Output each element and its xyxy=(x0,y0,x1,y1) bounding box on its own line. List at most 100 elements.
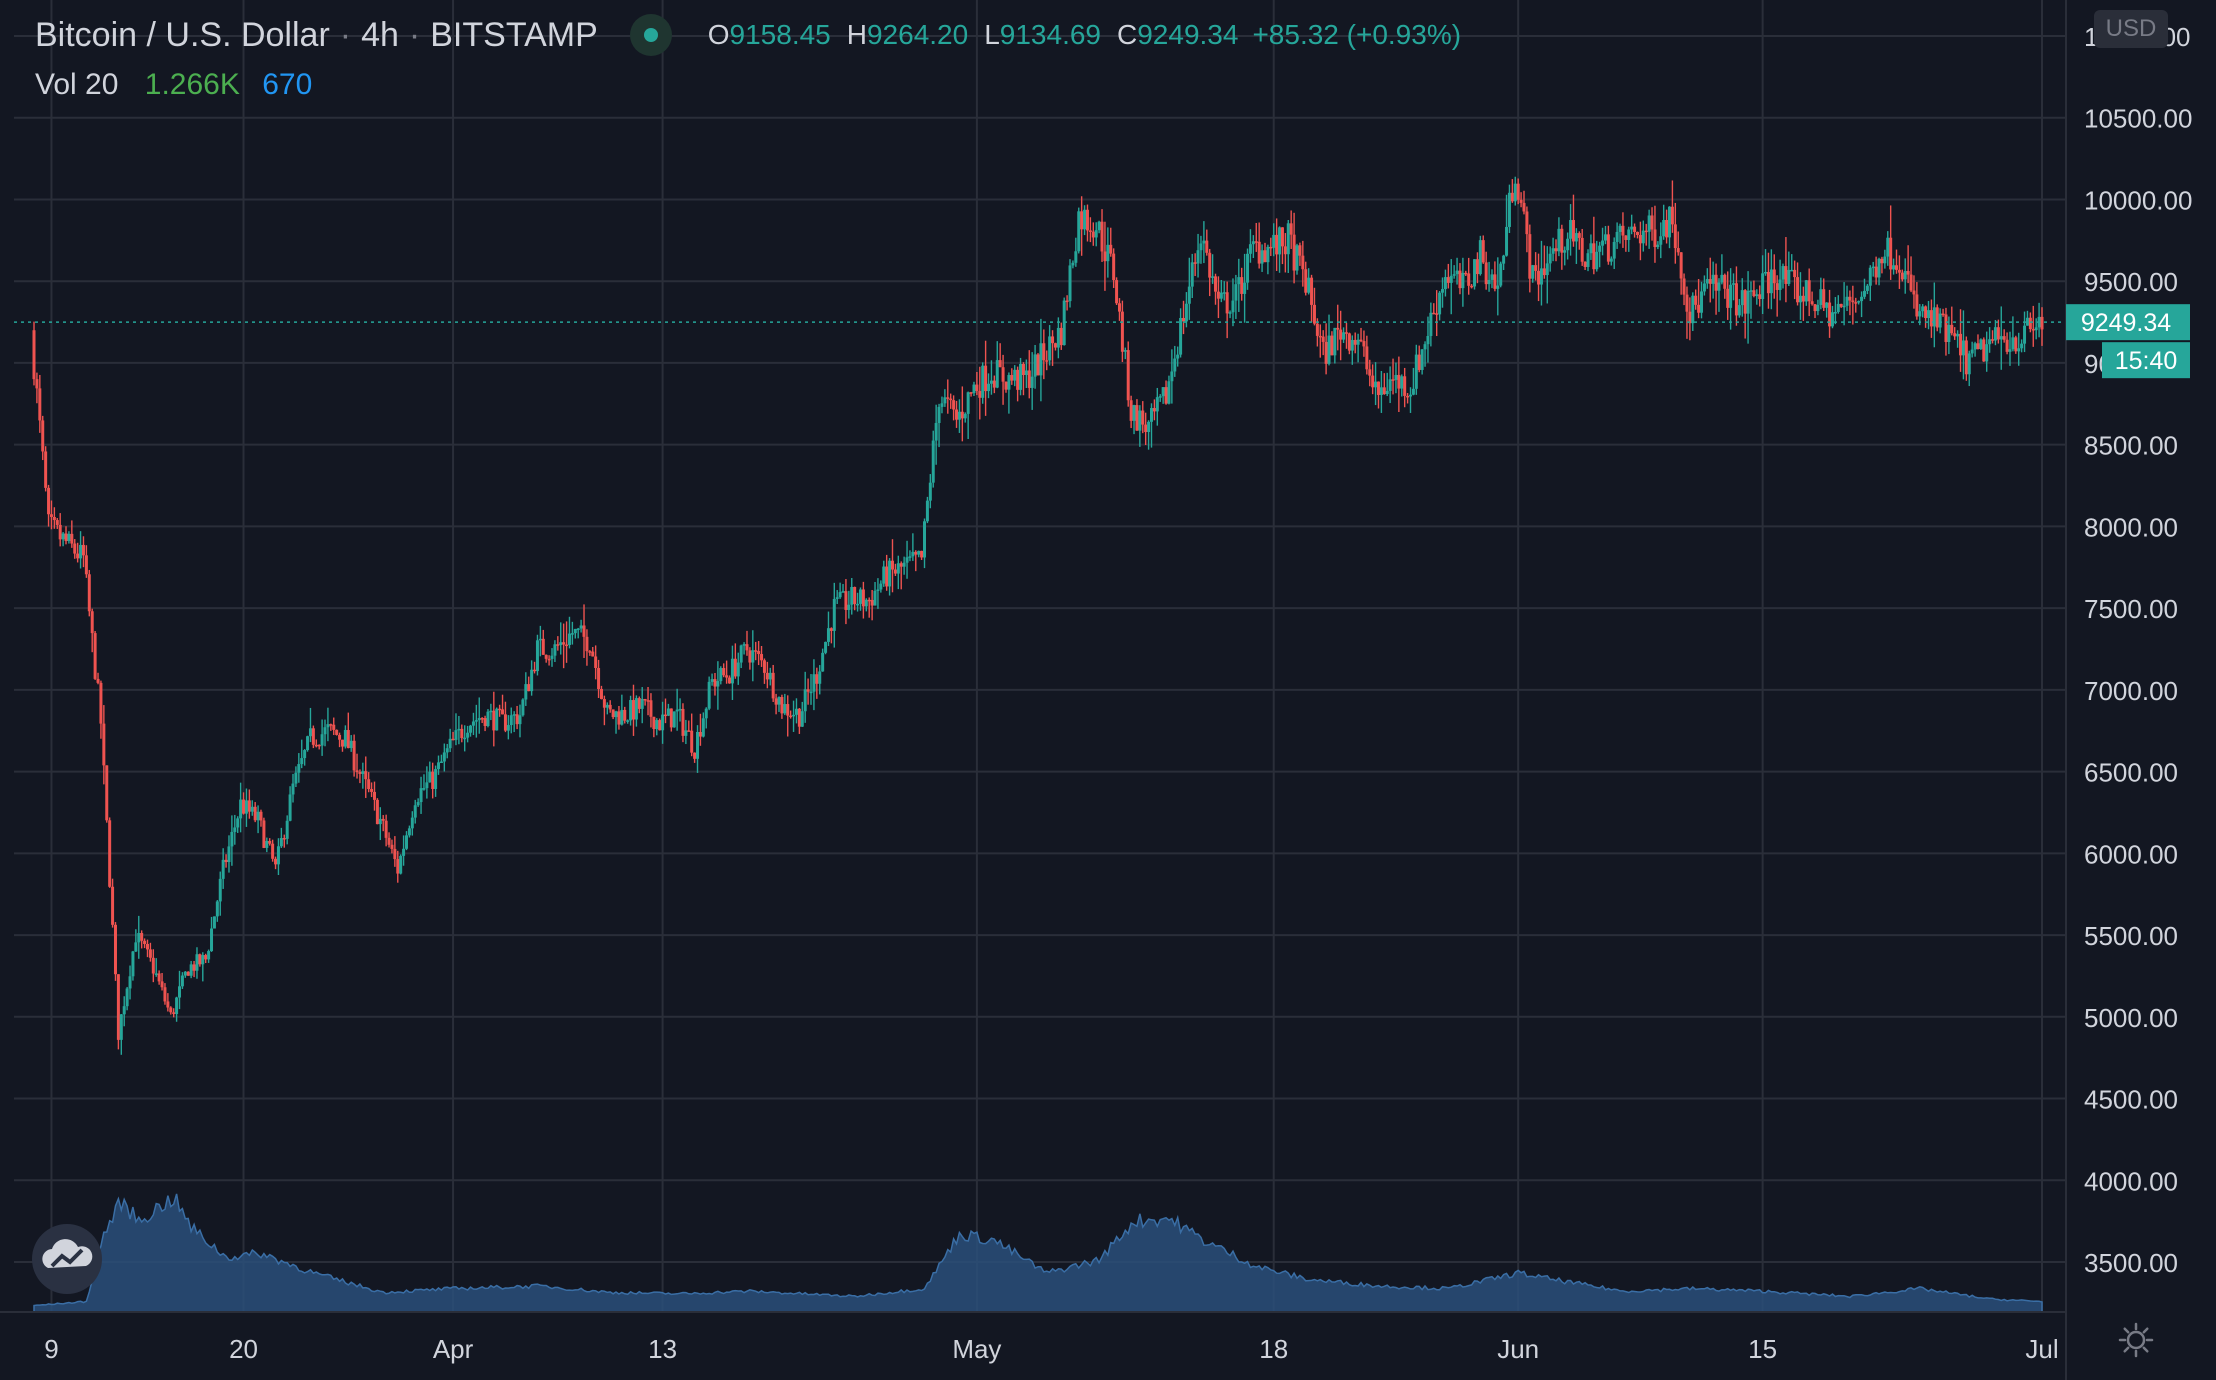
candle-body xyxy=(84,555,88,575)
candle-body xyxy=(93,633,97,679)
candle-body xyxy=(1010,375,1014,381)
candle-body xyxy=(489,710,493,713)
candle-body xyxy=(1912,290,1916,295)
candle-body xyxy=(1074,251,1078,263)
candle-body xyxy=(565,644,569,647)
candle-body xyxy=(1644,230,1648,233)
market-status-icon[interactable] xyxy=(629,14,672,56)
candle-body xyxy=(1315,323,1319,336)
candle-body xyxy=(1732,283,1736,285)
candle-body xyxy=(239,799,243,819)
candle-body xyxy=(1621,225,1625,236)
candle-body xyxy=(1985,344,1989,362)
candle-body xyxy=(1807,280,1811,302)
candle-body xyxy=(544,654,548,659)
candle-body xyxy=(1950,324,1954,334)
candle-body xyxy=(1068,265,1072,302)
candle-body xyxy=(1592,243,1596,270)
candle-body xyxy=(687,730,691,732)
candle-body xyxy=(297,764,301,773)
candle-body xyxy=(1764,272,1768,274)
candle-body xyxy=(221,859,225,879)
volume-ma-value: 670 xyxy=(262,68,313,101)
candle-body xyxy=(1833,311,1837,314)
candle-body xyxy=(163,987,167,1002)
candle-body xyxy=(1234,284,1238,301)
candle-body xyxy=(1458,270,1462,289)
candle-body xyxy=(1769,269,1773,294)
candle-body xyxy=(1083,209,1087,230)
candle-body xyxy=(224,859,228,863)
candle-body xyxy=(864,599,868,607)
candle-body xyxy=(1647,215,1651,232)
candle-body xyxy=(1016,369,1020,390)
candle-body xyxy=(416,802,420,806)
candle-body xyxy=(1461,272,1465,289)
candle-body xyxy=(1362,341,1366,347)
candle-body xyxy=(1112,253,1116,281)
candle-body xyxy=(303,750,307,759)
candle-body xyxy=(1487,279,1491,285)
candle-body xyxy=(1691,295,1695,324)
candle-body xyxy=(599,688,603,700)
candle-body xyxy=(370,789,374,792)
candle-body xyxy=(1662,219,1666,237)
candle-body xyxy=(67,533,71,542)
candle-body xyxy=(821,652,825,672)
candle-body xyxy=(1193,262,1197,264)
candle-body xyxy=(1796,277,1800,303)
candle-body xyxy=(1630,226,1634,230)
candle-body xyxy=(1097,221,1101,231)
candle-body xyxy=(701,718,705,737)
candle-body xyxy=(1635,231,1639,235)
candle-body xyxy=(1135,405,1139,431)
candle-body xyxy=(434,769,438,789)
candle-body xyxy=(349,740,353,749)
candle-body xyxy=(145,943,149,950)
candle-body xyxy=(1048,336,1052,361)
volume-legend[interactable]: Vol 20 1.266K 670 xyxy=(35,68,312,102)
time-axis[interactable]: 9 20 Apr 13 May 18 Jun 15 Jul xyxy=(0,1311,2066,1364)
gear-icon[interactable] xyxy=(2118,1322,2154,1358)
candle-body xyxy=(1144,424,1148,433)
candle-body xyxy=(896,563,900,574)
price-axis[interactable]: 3500.00 4000.00 4500.00 5000.00 5500.00 6000.… xyxy=(2065,0,2192,1380)
candle-body xyxy=(463,737,467,740)
candle-body xyxy=(378,818,382,825)
exchange-label: BITSTAMP xyxy=(430,15,598,54)
candle-body xyxy=(1077,211,1081,252)
candle-body xyxy=(384,820,388,838)
candle-body xyxy=(198,954,202,965)
candle-body xyxy=(1493,274,1497,289)
candle-body xyxy=(858,589,862,604)
candle-body xyxy=(466,732,470,738)
tradingview-cloud-icon[interactable] xyxy=(32,1224,102,1294)
candle-body xyxy=(1423,344,1427,350)
candle-body xyxy=(1385,390,1389,395)
candle-body xyxy=(1417,354,1421,370)
candle-body xyxy=(882,566,886,584)
candle-body xyxy=(1560,228,1564,253)
candle-body xyxy=(739,645,743,663)
candle-body xyxy=(1766,272,1770,294)
candle-body xyxy=(262,820,266,848)
candle-body xyxy=(847,604,851,610)
y-tick-label: 7000.00 xyxy=(2084,676,2178,706)
candle-body xyxy=(1743,290,1747,314)
candle-body xyxy=(1426,336,1430,345)
candle-body xyxy=(861,589,865,607)
candle-body xyxy=(1170,371,1174,382)
currency-button[interactable]: USD xyxy=(2094,10,2168,48)
candle-body xyxy=(137,932,141,943)
candle-body xyxy=(1368,369,1372,376)
candle-body xyxy=(1694,295,1698,305)
candle-body xyxy=(809,691,813,694)
candle-body xyxy=(963,413,967,419)
candle-body xyxy=(1470,285,1474,288)
candle-body xyxy=(1013,369,1017,381)
x-tick-label: Jun xyxy=(1497,1334,1539,1364)
candle-body xyxy=(1400,376,1404,389)
candle-body xyxy=(1816,304,1820,312)
